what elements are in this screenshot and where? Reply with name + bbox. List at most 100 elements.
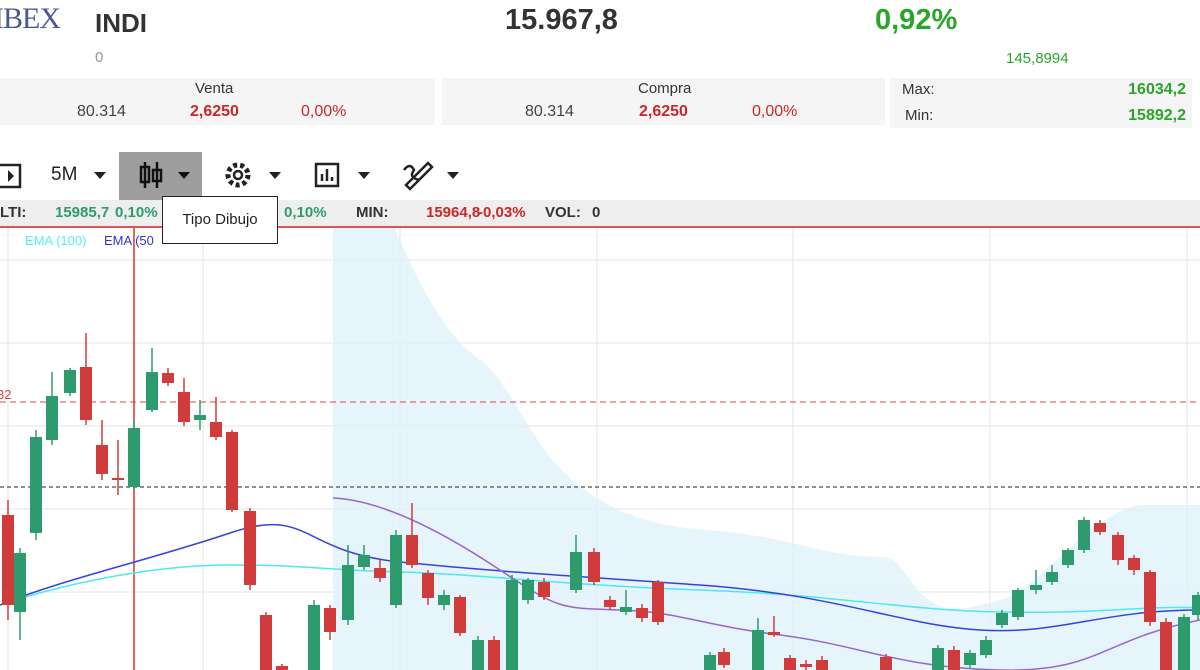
candle-body — [704, 655, 716, 670]
candle-body — [1112, 535, 1124, 560]
draw-icon[interactable] — [403, 161, 434, 191]
candle-body — [308, 605, 320, 670]
logo: IBEX — [0, 2, 61, 35]
candle-body — [718, 652, 730, 665]
candle-body — [1030, 585, 1042, 590]
candle-body — [932, 648, 944, 670]
candle-body — [390, 535, 402, 605]
min-label: Min: — [905, 107, 934, 124]
price: 2,6250 — [190, 103, 239, 120]
info-item: LTI: — [0, 204, 27, 221]
candle-body — [652, 582, 664, 622]
min: 15892,2 — [1128, 107, 1186, 124]
settings-icon — [232, 169, 244, 181]
dropdown[interactable] — [178, 172, 190, 179]
qty: 80.314 — [525, 103, 574, 120]
candle-body — [210, 422, 222, 437]
band — [333, 228, 1200, 670]
candle-body — [46, 396, 58, 440]
candle-body — [128, 428, 140, 487]
candle-body — [438, 595, 450, 605]
candle-body — [1062, 550, 1074, 565]
panel-icon — [8, 170, 14, 182]
candle-body — [964, 653, 976, 665]
info-item: MIN: — [356, 204, 389, 221]
legend-ema50: EMA (50 — [104, 233, 154, 248]
candle-body — [472, 640, 484, 670]
candle-body — [1144, 572, 1156, 622]
chart — [0, 228, 1200, 670]
candle-body — [506, 580, 518, 670]
tooltip: Tipo Dibujo — [162, 196, 278, 244]
info-item: 0,10% — [284, 204, 327, 221]
dropdown[interactable] — [94, 172, 106, 179]
pct: 0,00% — [752, 103, 798, 120]
info-item: 15964,8 — [426, 204, 481, 221]
candle-body — [80, 367, 92, 420]
candle-body — [538, 582, 550, 597]
candle-body — [636, 608, 648, 618]
candle-body — [1078, 520, 1090, 550]
candle-body — [342, 565, 354, 620]
candle-body — [358, 555, 370, 567]
settings-icon[interactable] — [225, 162, 251, 188]
interval[interactable]: 5M — [51, 164, 78, 185]
candle-body — [454, 597, 466, 633]
candle-body — [880, 657, 892, 670]
ema50-line — [0, 523, 1200, 632]
symbol: INDI — [95, 8, 147, 38]
candle-body — [2, 515, 14, 605]
candle-body — [178, 392, 190, 422]
candle-body — [406, 535, 418, 565]
sub: 0 — [95, 49, 104, 66]
candle-body — [1128, 558, 1140, 570]
dropdown[interactable] — [358, 172, 370, 179]
candle-body — [1094, 523, 1106, 532]
level-label: 32 — [0, 387, 12, 402]
indicator-icon — [320, 169, 334, 181]
ema20-line — [332, 497, 1200, 670]
candle-body — [752, 630, 764, 670]
info-item: -0,03% — [478, 204, 526, 221]
info-item: 0,10% — [115, 204, 158, 221]
max-label: Max: — [902, 81, 935, 98]
indicator-icon[interactable] — [314, 162, 340, 188]
pct: 0,00% — [301, 103, 347, 120]
candle-body — [570, 552, 582, 590]
toolbar — [0, 152, 459, 200]
dropdown[interactable] — [269, 172, 281, 179]
candle-body — [226, 432, 238, 510]
change-abs: 145,8994 — [1006, 50, 1069, 67]
panel-icon[interactable] — [0, 163, 22, 189]
label: Compra — [638, 80, 692, 97]
price: 2,6250 — [639, 103, 688, 120]
candle-body — [244, 511, 256, 585]
candle-body — [64, 370, 76, 393]
candle-body — [194, 415, 206, 420]
candle-body — [488, 640, 500, 670]
candle-body — [14, 553, 26, 612]
price: 15.967,8 — [505, 4, 618, 36]
candle-body — [1192, 595, 1200, 615]
max: 16034,2 — [1128, 81, 1186, 98]
candle-body — [1012, 590, 1024, 617]
venta-box — [0, 78, 435, 125]
dropdown[interactable] — [447, 172, 459, 179]
info-item: VOL: — [545, 204, 581, 221]
candle-body — [30, 437, 42, 533]
candle-body — [980, 640, 992, 655]
candle-body — [604, 600, 616, 607]
candle-body — [800, 664, 812, 667]
candle-body — [112, 478, 124, 480]
candle-body — [620, 607, 632, 612]
qty: 80.314 — [77, 103, 126, 120]
candle-icon — [139, 162, 163, 188]
candle-body — [422, 573, 434, 598]
candle-body — [522, 580, 534, 600]
candle-body — [260, 615, 272, 670]
change: 0,92% — [875, 4, 958, 36]
candle-body — [374, 568, 386, 578]
candle-body — [996, 613, 1008, 625]
info-item: 0 — [592, 204, 601, 221]
candle-body — [784, 658, 796, 670]
